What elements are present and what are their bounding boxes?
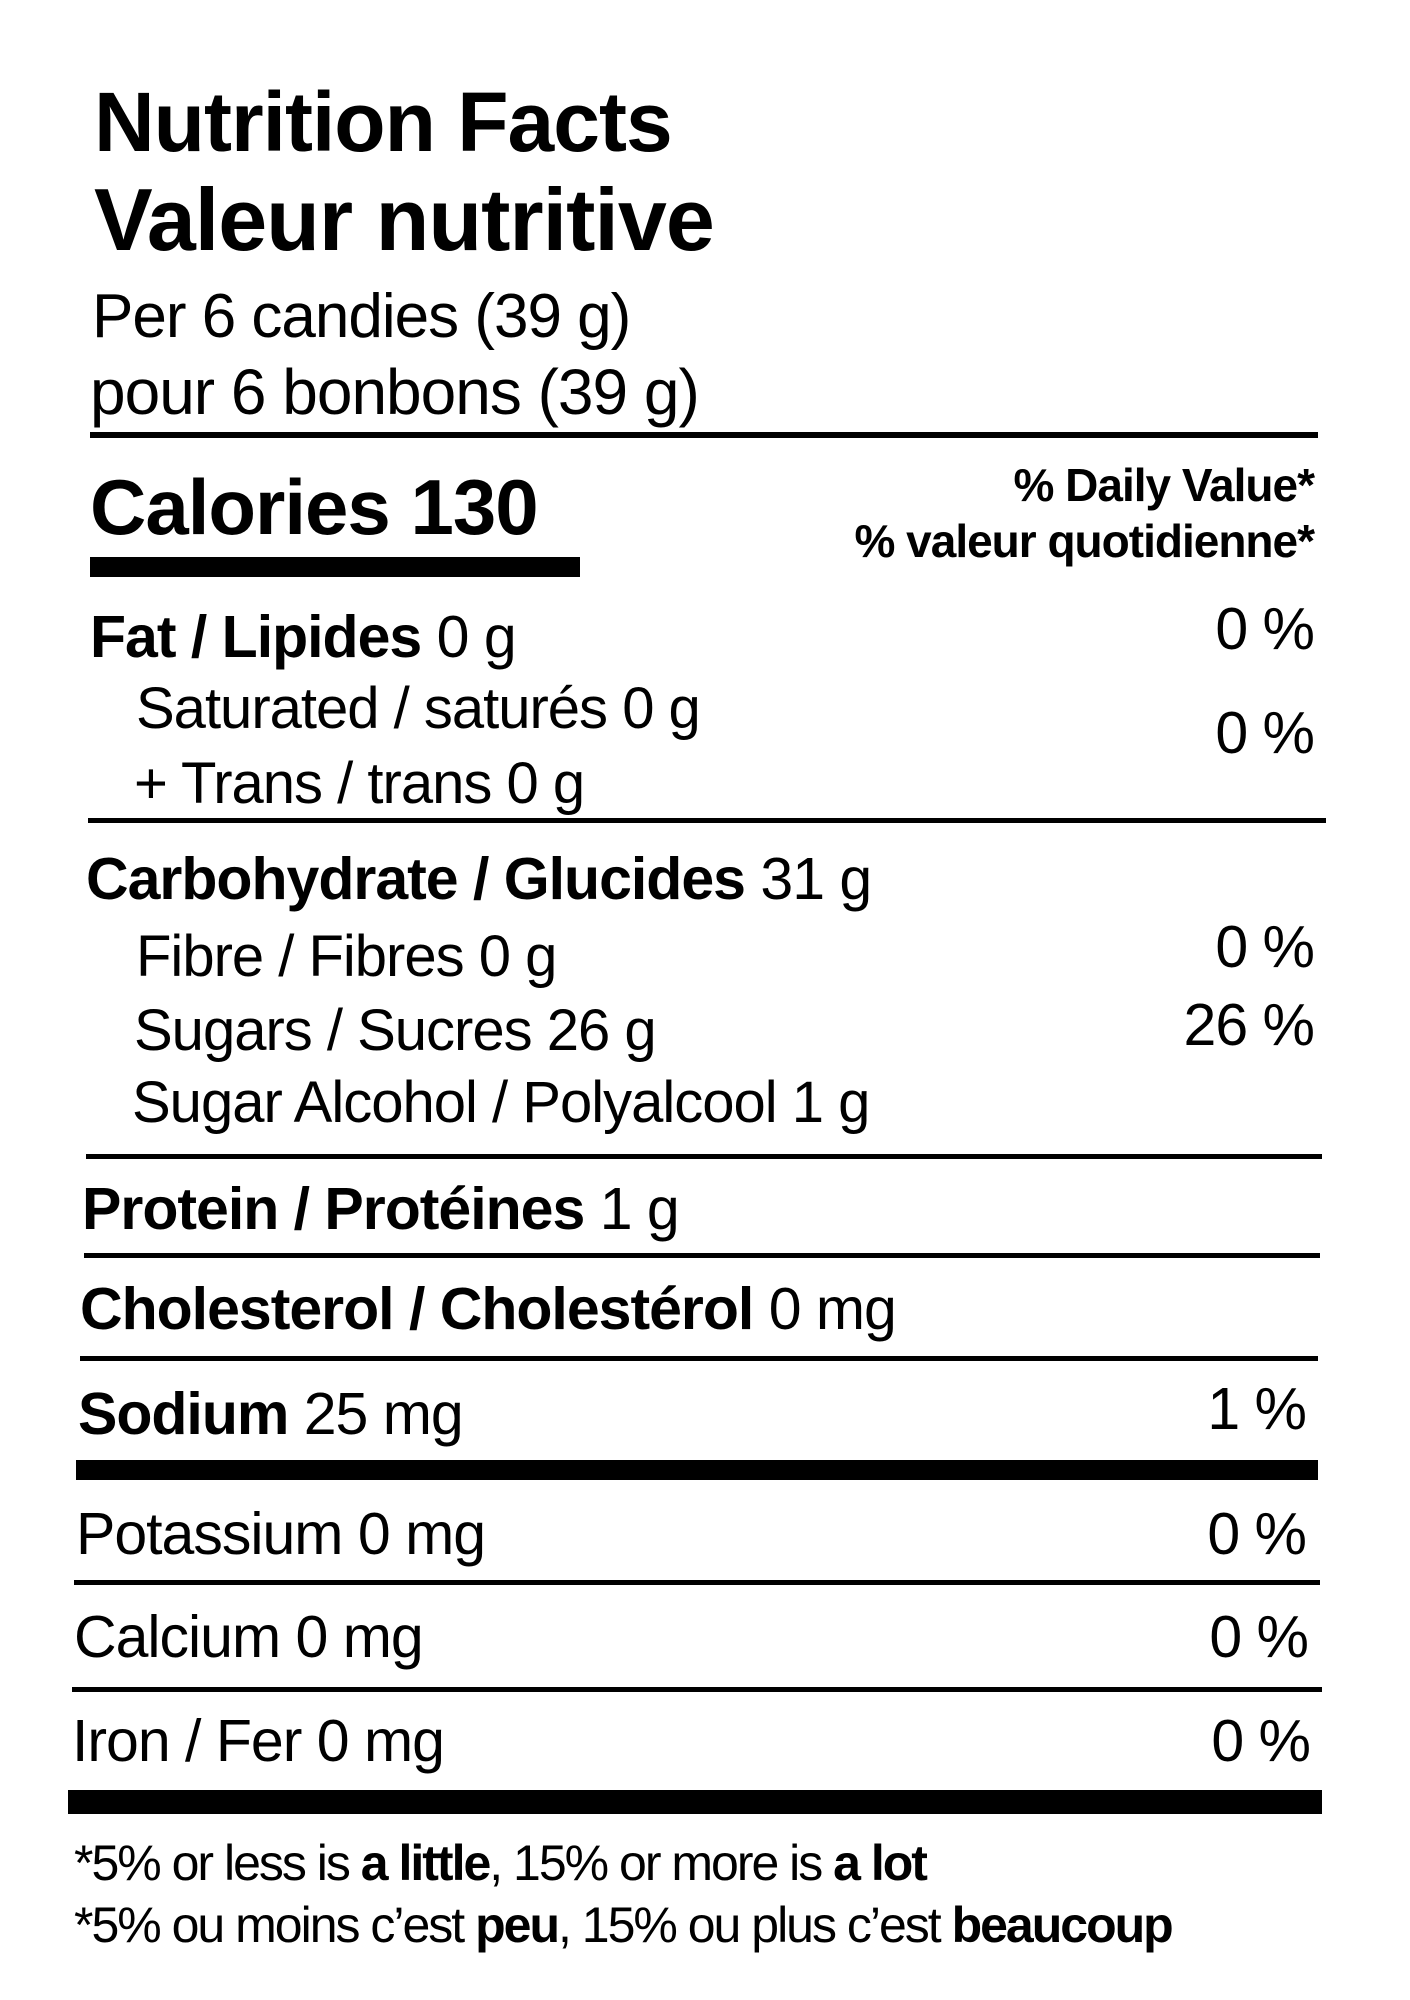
nutrient-amount: 0 mg	[357, 1501, 486, 1567]
dv-sodium: 1 %	[1207, 1376, 1307, 1442]
nutrient-amount: 1 g	[599, 1176, 680, 1242]
footnote-emphasis: peu	[475, 1897, 560, 1953]
title-fr: Valeur nutritive	[94, 170, 715, 269]
dv-sugars: 26 %	[1183, 992, 1315, 1058]
dv-fibre: 0 %	[1215, 914, 1315, 980]
nutrient-carbohydrate: Carbohydrate / Glucides 31 g	[86, 850, 872, 909]
nutrient-label: Fat / Lipides	[90, 604, 422, 670]
divider	[90, 432, 1318, 438]
footnote-text: , 15% ou plus c’est	[558, 1897, 952, 1953]
nutrient-fibre: Fibre / Fibres 0 g	[136, 928, 557, 986]
nutrient-calcium: Calcium 0 mg	[74, 1608, 424, 1667]
nutrient-label: Sugars / Sucres	[134, 998, 533, 1063]
nutrient-sugar-alcohol: Sugar Alcohol / Polyalcool 1 g	[132, 1074, 870, 1132]
nutrient-label: Potassium	[76, 1501, 343, 1567]
footnote-fr: *5% ou moins c’est peu, 15% ou plus c’es…	[74, 1897, 1174, 1953]
nutrient-amount: 26 g	[546, 998, 657, 1063]
dv-iron: 0 %	[1211, 1708, 1311, 1774]
calories-label: Calories	[90, 463, 391, 551]
nutrient-fat: Fat / Lipides 0 g	[90, 608, 517, 667]
nutrient-label: Protein / Protéines	[82, 1176, 585, 1242]
dv-fat: 0 %	[1215, 596, 1315, 662]
nutrient-trans: + Trans / trans 0 g	[134, 755, 585, 813]
nutrient-label: Carbohydrate / Glucides	[86, 846, 746, 912]
dv-header-en: % Daily Value*	[1013, 459, 1315, 511]
nutrient-label: Saturated / saturés	[136, 676, 608, 741]
calories: Calories 130	[90, 468, 539, 546]
footnote-text: *5% or less is	[74, 1835, 361, 1891]
nutrient-amount: 0 g	[478, 924, 558, 989]
dv-potassium: 0 %	[1207, 1501, 1307, 1567]
nutrient-amount: 0 g	[622, 676, 701, 741]
dv-calcium: 0 %	[1209, 1604, 1309, 1670]
nutrient-amount: 31 g	[760, 846, 872, 912]
footnote-en: *5% or less is a little, 15% or more is …	[74, 1835, 928, 1891]
calories-value: 130	[410, 463, 538, 551]
nutrient-cholesterol: Cholesterol / Cholestérol 0 mg	[80, 1280, 897, 1339]
title-en: Nutrition Facts	[94, 75, 673, 169]
calories-bar	[90, 557, 580, 577]
nutrient-amount: 0 mg	[316, 1708, 445, 1774]
divider	[72, 1687, 1322, 1692]
footnote-text: *5% ou moins c’est	[74, 1897, 476, 1953]
nutrient-amount: 0 g	[436, 604, 517, 670]
divider	[88, 818, 1326, 823]
nutrient-label: Fibre / Fibres	[136, 924, 465, 989]
nutrient-label: + Trans / trans	[134, 751, 492, 816]
nutrient-protein: Protein / Protéines 1 g	[82, 1180, 680, 1239]
nutrient-amount: 0 g	[506, 751, 585, 816]
nutrient-label: Sodium	[78, 1381, 289, 1447]
nutrient-label: Iron / Fer	[72, 1708, 302, 1774]
nutrient-label: Sugar Alcohol / Polyalcool	[132, 1070, 778, 1135]
footnote-emphasis: a lot	[833, 1835, 928, 1891]
divider	[80, 1356, 1318, 1361]
nutrient-amount: 0 mg	[295, 1604, 424, 1670]
dv-saturated-trans: 0 %	[1215, 700, 1315, 766]
nutrient-iron: Iron / Fer 0 mg	[72, 1712, 445, 1771]
nutrient-potassium: Potassium 0 mg	[76, 1505, 486, 1564]
thick-divider	[76, 1460, 1318, 1480]
footnote-emphasis: beaucoup	[951, 1897, 1174, 1953]
nutrient-amount: 25 mg	[303, 1381, 464, 1447]
nutrient-label: Cholesterol / Cholestérol	[80, 1276, 754, 1342]
nutrient-saturated: Saturated / saturés 0 g	[136, 680, 701, 738]
nutrient-amount: 1 g	[791, 1070, 871, 1135]
nutrient-amount: 0 mg	[768, 1276, 897, 1342]
nutrient-label: Calcium	[74, 1604, 281, 1670]
nutrient-sugars: Sugars / Sucres 26 g	[134, 1002, 657, 1060]
serving-size-fr: pour 6 bonbons (39 g)	[90, 356, 700, 428]
nutrient-sodium: Sodium 25 mg	[78, 1385, 464, 1444]
dv-header-fr: % valeur quotidienne*	[854, 515, 1315, 567]
divider	[86, 1154, 1322, 1159]
footnote-text: , 15% or more is	[489, 1835, 834, 1891]
serving-size-en: Per 6 candies (39 g)	[92, 282, 631, 351]
thick-divider	[68, 1790, 1322, 1814]
divider	[74, 1580, 1320, 1585]
divider	[84, 1253, 1320, 1258]
footnote-emphasis: a little	[360, 1835, 491, 1891]
